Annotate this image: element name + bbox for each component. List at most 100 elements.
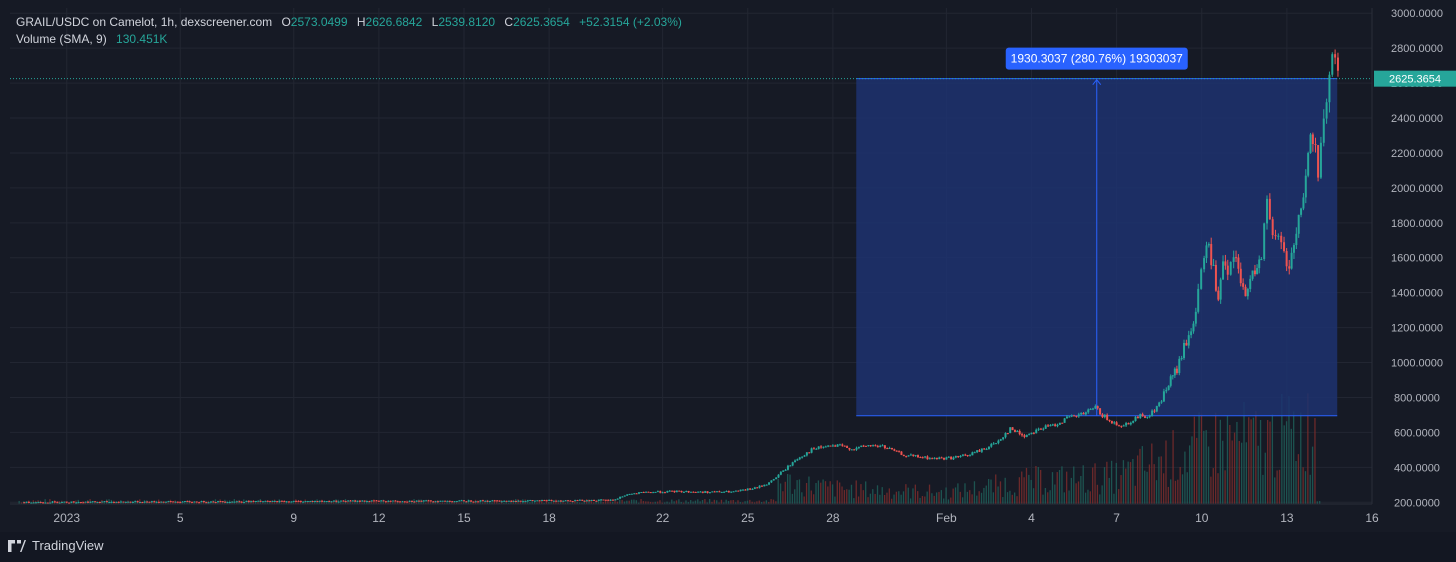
candle-body xyxy=(1295,233,1298,246)
candle-body xyxy=(32,502,35,504)
candle-body xyxy=(117,501,120,503)
price-range-measure[interactable]: 1930.3037 (280.76%) 19303037 xyxy=(856,47,1338,417)
candle-body xyxy=(101,501,104,503)
volume-bar xyxy=(831,484,834,504)
candle-body xyxy=(1268,198,1271,220)
candle-body xyxy=(1061,422,1064,424)
symbol-title[interactable]: GRAIL/USDC on Camelot, 1h, dexscreener.c… xyxy=(16,15,273,29)
candle-body xyxy=(124,501,127,503)
volume-bar xyxy=(427,500,429,504)
volume-bar xyxy=(1307,393,1309,504)
x-tick-label: 13 xyxy=(1280,511,1294,525)
volume-bar xyxy=(1084,492,1087,504)
volume-bar xyxy=(1158,456,1160,504)
volume-bar xyxy=(647,501,649,504)
candle-body xyxy=(1290,252,1293,269)
volume-bar xyxy=(347,501,349,504)
candle-body xyxy=(656,491,659,493)
tradingview-brand[interactable]: TradingView xyxy=(8,538,104,553)
volume-bar xyxy=(1188,445,1191,504)
price-chart[interactable]: 1930.3037 (280.76%) 19303037 200.0000 400… xyxy=(0,0,1456,532)
candle-body xyxy=(382,500,385,502)
volume-bar xyxy=(283,500,285,504)
volume-bar xyxy=(245,502,247,504)
candle-body xyxy=(370,500,373,502)
high-value: 2626.6842 xyxy=(365,15,423,29)
candle-body xyxy=(992,443,995,445)
volume-bar xyxy=(1257,445,1259,504)
candle-body xyxy=(82,502,85,504)
volume-bar xyxy=(448,500,451,504)
candle-body xyxy=(883,445,886,449)
candle-body xyxy=(578,499,581,501)
volume-bar xyxy=(505,501,507,504)
candle-body xyxy=(474,501,477,503)
volume-bar xyxy=(280,502,283,504)
volume-bar xyxy=(623,501,626,504)
volume-bar xyxy=(675,500,678,504)
candle-body xyxy=(985,449,988,451)
volume-bar xyxy=(938,491,940,504)
volume-bar xyxy=(276,501,278,504)
candle-body xyxy=(881,445,884,447)
volume-bar xyxy=(1269,421,1271,504)
volume-bar xyxy=(538,501,541,504)
volume-bar xyxy=(950,497,952,504)
candle-body xyxy=(538,500,541,502)
candle-body xyxy=(841,444,844,446)
volume-bar xyxy=(770,499,772,504)
volume-bar xyxy=(1250,419,1252,504)
volume-bar xyxy=(980,492,983,504)
volume-bar xyxy=(820,482,822,504)
candle-body xyxy=(836,444,839,447)
candle-body xyxy=(120,501,123,503)
volume-bar xyxy=(928,484,931,504)
volume-bar xyxy=(640,498,642,504)
candle-body xyxy=(1314,144,1317,146)
candle-body xyxy=(377,500,380,502)
volume-bar xyxy=(817,480,820,504)
candle-body xyxy=(642,492,645,494)
volume-bar xyxy=(749,499,751,504)
volume-bar xyxy=(964,483,966,504)
close-value: 2625.3654 xyxy=(513,15,570,29)
candle-body xyxy=(902,454,905,457)
candle-body xyxy=(472,501,475,503)
candle-body xyxy=(65,501,68,503)
volume-bar xyxy=(1096,484,1099,504)
candle-body xyxy=(1311,134,1314,145)
volume-bar xyxy=(217,501,219,504)
volume-label[interactable]: Volume (SMA, 9) xyxy=(16,32,107,46)
candle-body xyxy=(1101,414,1104,418)
volume-bar xyxy=(718,502,720,504)
volume-bar xyxy=(1023,477,1025,504)
volume-bar xyxy=(134,500,136,504)
volume-bar xyxy=(1241,442,1243,504)
volume-bar xyxy=(306,500,309,504)
candle-body xyxy=(1224,261,1227,266)
volume-bar xyxy=(914,484,916,504)
candle-body xyxy=(110,501,113,503)
candle-body xyxy=(725,491,728,493)
candle-body xyxy=(685,490,688,492)
volume-bar xyxy=(990,479,992,504)
volume-bar xyxy=(1309,474,1311,504)
candle-body xyxy=(827,445,830,447)
candle-body xyxy=(491,500,494,502)
candle-body xyxy=(264,500,267,502)
candle-body xyxy=(1096,406,1099,409)
candle-body xyxy=(259,500,262,502)
candle-body xyxy=(666,491,669,493)
candle-body xyxy=(801,456,804,458)
candle-body xyxy=(1304,175,1307,198)
volume-bar xyxy=(1115,462,1117,504)
candle-body xyxy=(536,500,539,502)
candle-body xyxy=(351,500,354,502)
candle-body xyxy=(789,465,792,467)
candle-body xyxy=(1297,214,1300,234)
candle-body xyxy=(46,502,49,504)
volume-bar xyxy=(905,484,907,504)
measure-label: 1930.3037 (280.76%) 19303037 xyxy=(1011,52,1183,66)
volume-bar xyxy=(581,502,583,504)
candle-body xyxy=(160,501,163,503)
